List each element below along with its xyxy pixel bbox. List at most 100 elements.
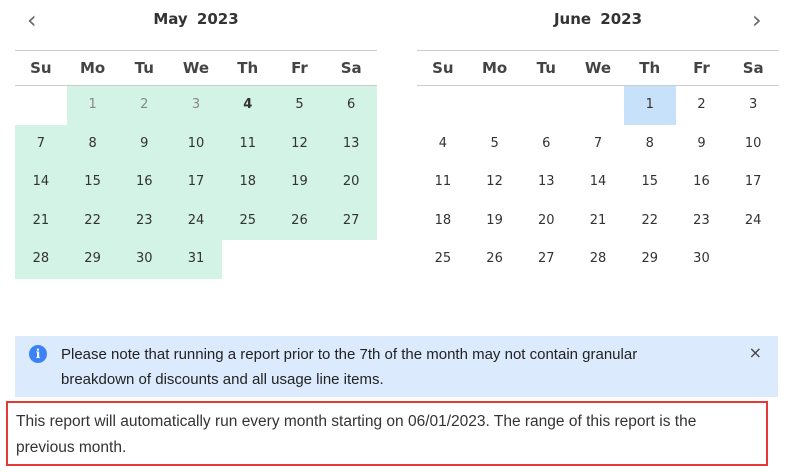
day-cell[interactable]: 3	[749, 97, 758, 112]
info-banner: i Please note that running a report prio…	[15, 336, 778, 397]
week-row: 21 22 23 24 25 26 27	[15, 201, 378, 240]
day-cell[interactable]: 22	[641, 212, 658, 228]
day-cell[interactable]: 22	[66, 201, 119, 240]
weekday-mo: Mo	[79, 59, 106, 77]
schedule-note: This report will automatically run every…	[6, 401, 768, 466]
day-cell[interactable]: 1	[66, 86, 119, 125]
day-cell[interactable]: 11	[434, 174, 452, 189]
week-row: 4 5 6 7 8 9 10	[417, 125, 779, 164]
week-row: 1 2 3	[417, 86, 779, 125]
day-cell[interactable]: 30	[693, 251, 710, 266]
day-cell[interactable]: 6	[542, 135, 551, 151]
day-cell[interactable]: 27	[325, 201, 378, 240]
day-cell[interactable]: 16	[693, 174, 710, 189]
empty-cell	[222, 240, 274, 279]
day-cell[interactable]: 18	[221, 163, 274, 202]
day-cell[interactable]: 4	[221, 86, 274, 125]
day-cell[interactable]: 5	[273, 86, 326, 125]
day-cell[interactable]: 24	[744, 212, 762, 228]
empty-cell	[417, 86, 469, 125]
day-cell[interactable]: 13	[538, 174, 555, 189]
month-title: May 2023	[153, 10, 239, 28]
day-cell[interactable]: 25	[434, 251, 452, 266]
weekday-we: We	[182, 59, 210, 77]
day-cell[interactable]: 11	[221, 124, 274, 163]
day-cell[interactable]: 9	[697, 135, 706, 151]
day-cell[interactable]: 20	[538, 212, 555, 228]
weekday-sa: Sa	[742, 59, 764, 77]
info-icon: i	[29, 345, 47, 363]
day-cell[interactable]: 23	[693, 212, 710, 228]
day-cell[interactable]: 10	[744, 135, 762, 151]
week-row: 28 29 30 31	[15, 240, 377, 279]
day-cell[interactable]: 7	[15, 124, 67, 163]
day-cell[interactable]: 4	[438, 135, 447, 151]
day-cell[interactable]: 17	[170, 163, 222, 202]
weekday-tu: Tu	[536, 59, 556, 77]
weekday-header: Su Mo Tu We Th Fr Sa	[417, 50, 779, 86]
empty-cell	[325, 240, 377, 279]
day-cell[interactable]: 15	[641, 174, 658, 189]
month-title: June 2023	[553, 10, 643, 28]
day-cell[interactable]: 12	[273, 124, 326, 163]
day-cell[interactable]: 8	[66, 124, 119, 163]
day-cell[interactable]: 31	[170, 240, 222, 279]
weekday-su: Su	[432, 59, 454, 77]
week-row: 18 19 20 21 22 23 24	[417, 202, 779, 241]
day-cell[interactable]: 20	[325, 163, 378, 202]
day-cell[interactable]: 25	[221, 201, 274, 240]
day-cell[interactable]: 17	[744, 174, 762, 189]
week-row: 14 15 16 17 18 19 20	[15, 163, 378, 202]
day-grid: 1 2 3 4 5 6 7 8 9 10 11 12 13 14 15 16 17 18 19 20 21 22 23 24 2…	[15, 86, 378, 279]
day-cell[interactable]: 3	[170, 86, 222, 125]
day-cell[interactable]: 24	[170, 201, 222, 240]
weekday-su: Su	[30, 59, 52, 77]
info-text: Please note that running a report prior …	[61, 346, 638, 388]
day-cell[interactable]: 27	[538, 251, 555, 266]
day-cell[interactable]: 26	[486, 251, 503, 266]
day-cell[interactable]: 21	[15, 201, 67, 240]
day-cell[interactable]: 2	[118, 86, 171, 125]
day-grid: 1 2 3 4 5 6 7 8 9 10 11 12 13 14 15 16 17 18 19 20 21 22 23 24 2…	[417, 86, 779, 279]
day-cell[interactable]: 23	[118, 201, 171, 240]
empty-cell	[520, 86, 572, 125]
weekday-th: Th	[639, 59, 661, 77]
empty-cell	[572, 86, 624, 125]
day-cell[interactable]: 19	[273, 163, 326, 202]
day-cell[interactable]: 8	[645, 135, 654, 151]
schedule-note-text: This report will automatically run every…	[16, 413, 697, 456]
next-month-button[interactable]: ›	[752, 6, 762, 34]
day-cell[interactable]: 2	[697, 97, 706, 112]
day-cell[interactable]: 7	[593, 135, 603, 151]
empty-cell	[469, 86, 521, 125]
weekday-fr: Fr	[693, 59, 710, 77]
day-cell[interactable]: 29	[66, 240, 119, 279]
day-cell[interactable]: 9	[118, 124, 171, 163]
day-cell[interactable]: 15	[66, 163, 119, 202]
day-cell[interactable]: 29	[641, 251, 658, 266]
day-cell[interactable]: 1	[623, 86, 676, 125]
day-cell[interactable]: 30	[118, 240, 171, 279]
day-cell[interactable]: 16	[118, 163, 171, 202]
prev-month-button[interactable]: ‹	[27, 6, 37, 34]
day-cell[interactable]: 13	[325, 124, 378, 163]
day-cell[interactable]: 18	[434, 212, 452, 228]
weekday-mo: Mo	[481, 59, 508, 77]
close-icon[interactable]: ×	[748, 343, 762, 362]
day-cell[interactable]: 10	[170, 124, 222, 163]
weekday-tu: Tu	[134, 59, 154, 77]
day-cell[interactable]: 12	[486, 174, 503, 189]
day-cell[interactable]: 28	[15, 240, 67, 279]
day-cell[interactable]: 14	[15, 163, 67, 202]
day-cell[interactable]: 26	[273, 201, 326, 240]
weekday-fr: Fr	[291, 59, 308, 77]
day-cell[interactable]: 5	[490, 135, 499, 151]
empty-cell	[727, 240, 779, 279]
day-cell[interactable]: 6	[325, 86, 378, 125]
day-cell[interactable]: 21	[589, 212, 607, 228]
weekday-we: We	[584, 59, 612, 77]
day-cell[interactable]: 19	[486, 212, 503, 228]
day-cell[interactable]: 14	[589, 174, 607, 189]
weekday-header: Su Mo Tu We Th Fr Sa	[15, 50, 377, 86]
day-cell[interactable]: 28	[589, 251, 607, 266]
